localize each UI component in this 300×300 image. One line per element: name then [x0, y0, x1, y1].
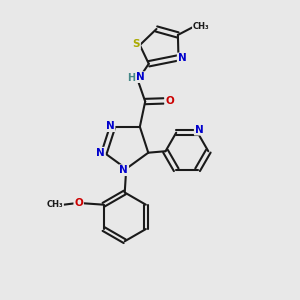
Text: N: N	[136, 72, 145, 82]
Text: N: N	[96, 148, 105, 158]
Text: N: N	[178, 53, 186, 63]
Text: N: N	[106, 121, 115, 131]
Text: CH₃: CH₃	[46, 200, 63, 209]
Text: S: S	[133, 39, 140, 49]
Text: O: O	[74, 198, 83, 208]
Text: CH₃: CH₃	[193, 22, 209, 31]
Text: N: N	[195, 125, 203, 135]
Text: O: O	[165, 96, 174, 106]
Text: H: H	[127, 73, 135, 83]
Text: N: N	[119, 165, 128, 175]
